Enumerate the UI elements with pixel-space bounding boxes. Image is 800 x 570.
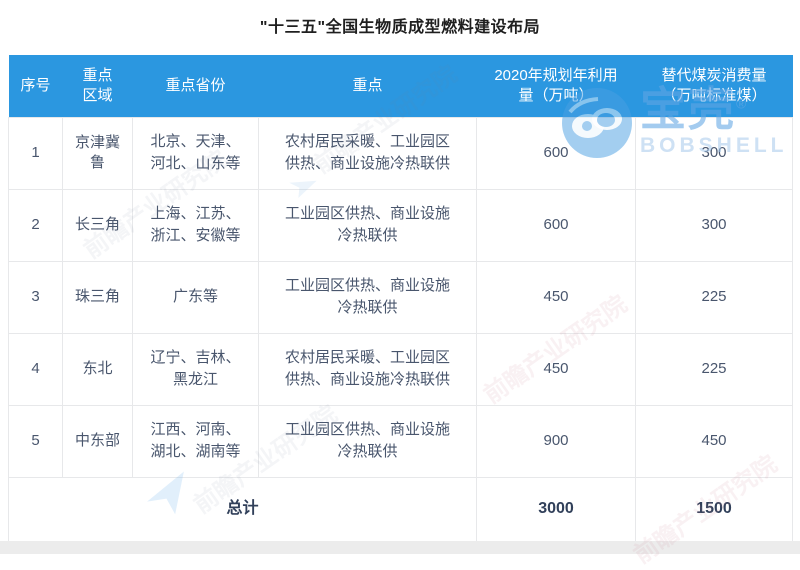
table-row: 4 东北 辽宁、吉林、黑龙江 农村居民采暖、工业园区供热、商业设施冷热联供 45…: [8, 332, 793, 406]
table-row: 2 长三角 上海、江苏、浙江、安徽等 工业园区供热、商业设施冷热联供 600 3…: [8, 188, 793, 262]
usage-cell: 600: [476, 188, 636, 262]
coal-cell: 225: [635, 260, 793, 334]
focus-cell: 农村居民采暖、工业园区供热、商业设施冷热联供: [258, 116, 477, 190]
total-usage-cell: 3000: [476, 476, 636, 542]
region-cell: 中东部: [62, 404, 133, 478]
focus-cell: 工业园区供热、商业设施冷热联供: [258, 404, 477, 478]
table-row: 1 京津冀鲁 北京、天津、河北、山东等 农村居民采暖、工业园区供热、商业设施冷热…: [8, 116, 793, 190]
focus-cell: 工业园区供热、商业设施冷热联供: [258, 260, 477, 334]
coal-cell: 300: [635, 188, 793, 262]
index-cell: 1: [8, 116, 63, 190]
coal-cell: 225: [635, 332, 793, 406]
header-row: 序号 重点区域 重点省份 重点 2020年规划年利用量（万吨） 替代煤炭消费量（…: [8, 55, 793, 117]
biomass-fuel-layout-table: 序号 重点区域 重点省份 重点 2020年规划年利用量（万吨） 替代煤炭消费量（…: [8, 55, 793, 542]
col-header-region: 重点区域: [62, 55, 133, 117]
region-cell: 京津冀鲁: [62, 116, 133, 190]
col-header-provinces: 重点省份: [132, 55, 259, 117]
total-row: 总计 3000 1500: [8, 476, 793, 542]
usage-cell: 450: [476, 260, 636, 334]
col-header-focus: 重点: [258, 55, 477, 117]
usage-cell: 600: [476, 116, 636, 190]
index-cell: 3: [8, 260, 63, 334]
usage-cell: 900: [476, 404, 636, 478]
coal-cell: 300: [635, 116, 793, 190]
col-header-coal-replaced: 替代煤炭消费量（万吨标准煤）: [635, 55, 793, 117]
focus-cell: 工业园区供热、商业设施冷热联供: [258, 188, 477, 262]
table-row: 5 中东部 江西、河南、湖北、湖南等 工业园区供热、商业设施冷热联供 900 4…: [8, 404, 793, 478]
bottom-edge-strip: [0, 541, 800, 554]
provinces-cell: 北京、天津、河北、山东等: [132, 116, 259, 190]
index-cell: 5: [8, 404, 63, 478]
region-cell: 长三角: [62, 188, 133, 262]
provinces-cell: 广东等: [132, 260, 259, 334]
usage-cell: 450: [476, 332, 636, 406]
coal-cell: 450: [635, 404, 793, 478]
provinces-cell: 上海、江苏、浙江、安徽等: [132, 188, 259, 262]
total-coal-cell: 1500: [635, 476, 793, 542]
focus-cell: 农村居民采暖、工业园区供热、商业设施冷热联供: [258, 332, 477, 406]
table-row: 3 珠三角 广东等 工业园区供热、商业设施冷热联供 450 225: [8, 260, 793, 334]
region-cell: 东北: [62, 332, 133, 406]
col-header-usage-2020: 2020年规划年利用量（万吨）: [476, 55, 636, 117]
col-header-index: 序号: [8, 55, 63, 117]
page-title: "十三五"全国生物质成型燃料建设布局: [259, 19, 541, 36]
index-cell: 4: [8, 332, 63, 406]
index-cell: 2: [8, 188, 63, 262]
provinces-cell: 辽宁、吉林、黑龙江: [132, 332, 259, 406]
region-cell: 珠三角: [62, 260, 133, 334]
total-label-cell: 总计: [8, 476, 477, 542]
provinces-cell: 江西、河南、湖北、湖南等: [132, 404, 259, 478]
